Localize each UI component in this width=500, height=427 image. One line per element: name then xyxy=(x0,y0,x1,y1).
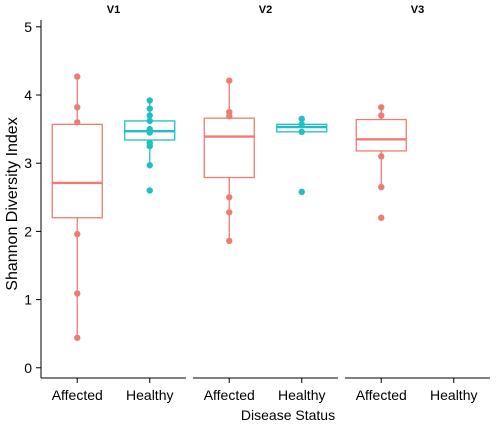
data-point xyxy=(298,188,305,196)
x-tick-label: Healthy xyxy=(126,387,173,403)
y-tick-label: 5 xyxy=(24,19,32,35)
data-point xyxy=(146,142,153,150)
data-point xyxy=(298,121,305,128)
x-tick-label: Healthy xyxy=(430,387,477,403)
panel-label: V3 xyxy=(411,4,424,16)
data-point xyxy=(74,119,81,126)
y-tick-label: 0 xyxy=(24,360,32,376)
panel-v2: V2 Affected Healthy xyxy=(193,4,338,403)
panel-label: V2 xyxy=(259,4,272,16)
y-axis: 0 1 2 3 4 5 xyxy=(24,19,42,378)
data-point xyxy=(378,214,385,221)
y-tick-label: 1 xyxy=(24,292,32,308)
data-point xyxy=(298,128,305,136)
x-tick-label: Affected xyxy=(52,387,103,403)
data-point xyxy=(226,209,233,216)
data-point xyxy=(226,77,233,84)
y-tick-label: 4 xyxy=(24,87,32,103)
data-point xyxy=(74,290,81,297)
y-tick-label: 3 xyxy=(24,155,32,171)
box-group-affected xyxy=(51,73,103,341)
box-group-healthy xyxy=(276,115,328,196)
data-point xyxy=(74,334,81,341)
data-point xyxy=(146,187,153,194)
data-point xyxy=(74,104,81,111)
box xyxy=(51,123,103,219)
panel-label: V1 xyxy=(107,4,120,16)
data-point xyxy=(146,117,153,125)
box-group-affected xyxy=(203,77,255,245)
data-point xyxy=(378,112,385,119)
data-point xyxy=(378,104,385,111)
panels: V1 Affected Healthy V2 Affected Healthy V3 Affe… xyxy=(41,4,490,403)
x-tick-label: Affected xyxy=(356,387,407,403)
data-point xyxy=(74,73,81,80)
data-point xyxy=(226,112,233,120)
y-tick-label: 2 xyxy=(24,223,32,239)
data-point xyxy=(146,162,153,169)
data-point xyxy=(74,230,81,238)
panel-v3: V3 Affected Healthy xyxy=(345,4,490,403)
y-axis-label: Shannon Diversity Index xyxy=(4,117,21,290)
x-tick-label: Affected xyxy=(204,387,255,403)
data-point xyxy=(146,97,153,104)
x-tick-label: Healthy xyxy=(278,387,325,403)
box xyxy=(355,118,407,152)
data-point xyxy=(226,194,233,201)
box-group-affected xyxy=(355,104,407,221)
x-axis-label: Disease Status xyxy=(241,407,335,423)
data-point xyxy=(146,105,153,112)
box xyxy=(203,117,255,179)
data-point xyxy=(378,183,385,191)
box-group-healthy xyxy=(124,97,176,194)
data-point xyxy=(378,153,385,160)
data-point xyxy=(146,112,153,119)
data-point xyxy=(298,115,305,123)
data-point xyxy=(226,237,233,245)
data-point xyxy=(146,129,153,136)
panel-v1: V1 Affected Healthy xyxy=(41,4,186,403)
